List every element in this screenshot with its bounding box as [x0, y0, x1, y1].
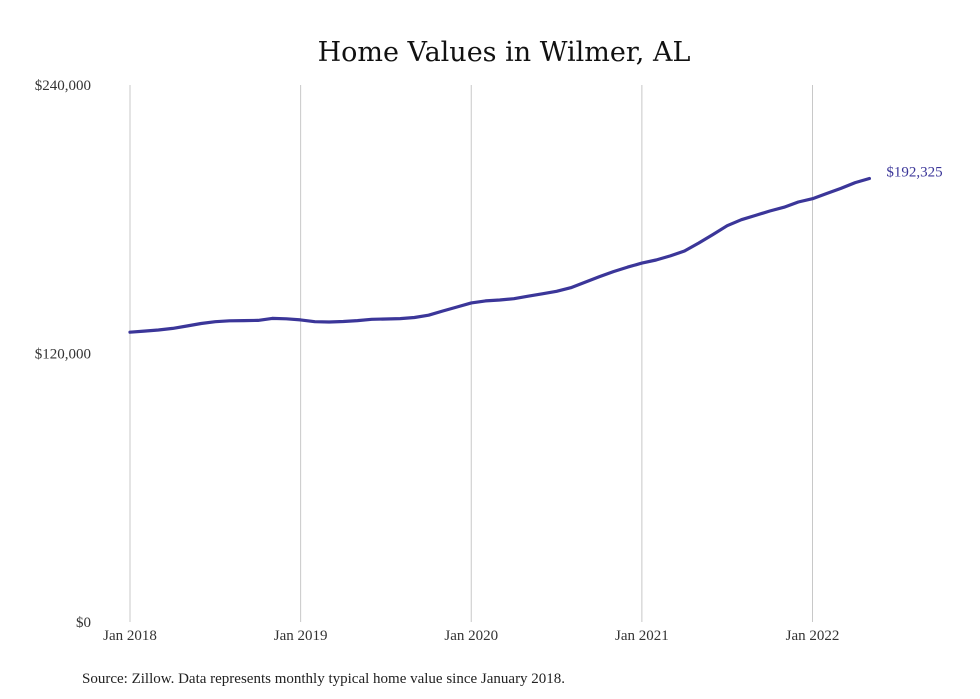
source-note: Source: Zillow. Data represents monthly …	[82, 671, 565, 687]
y-tick-label: $240,000	[35, 78, 91, 94]
series-end-label: $192,325	[886, 165, 942, 181]
gridlines	[129, 85, 813, 622]
x-tick-label: Jan 2018	[103, 628, 157, 644]
y-tick-label: $120,000	[35, 347, 91, 363]
y-tick-label: $0	[76, 615, 91, 631]
x-tick-label: Jan 2021	[615, 628, 669, 644]
series-layer: $192,325	[128, 165, 943, 334]
y-axis-ticks: $0 $120,000 $240,000	[35, 78, 91, 631]
series-line	[128, 176, 871, 334]
chart-title: Home Values in Wilmer, AL	[318, 37, 691, 68]
x-axis-ticks: Jan 2018 Jan 2019 Jan 2020 Jan 2021 Jan 2022	[103, 628, 839, 644]
x-tick-label: Jan 2020	[444, 628, 498, 644]
x-tick-label: Jan 2019	[274, 628, 328, 644]
x-tick-label: Jan 2022	[786, 628, 840, 644]
